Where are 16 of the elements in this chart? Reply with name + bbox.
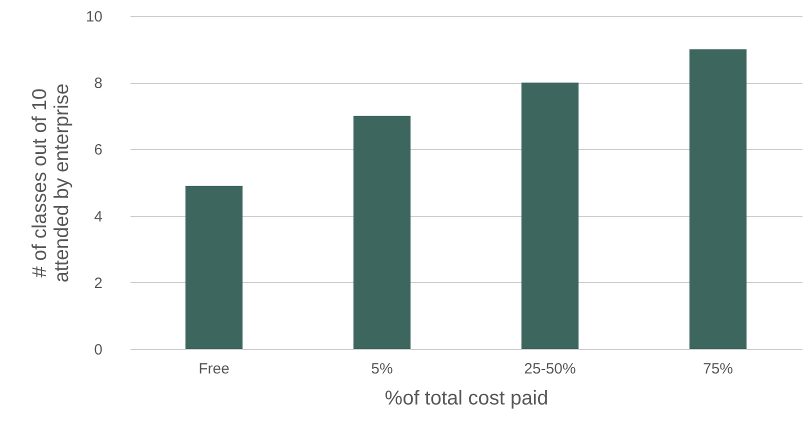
y-tick-label: 10: [86, 8, 102, 26]
bar: [521, 82, 579, 349]
bar: [353, 116, 411, 349]
y-tick-label: 0: [94, 342, 102, 358]
y-axis-title: # of classes out of 10 attended by enterprise: [28, 83, 73, 283]
x-tick-label: 5%: [371, 360, 393, 378]
x-tick-label: Free: [198, 360, 230, 378]
bar: [689, 49, 747, 349]
y-tick-label: 8: [94, 75, 102, 92]
y-tick-label: 6: [94, 142, 102, 159]
x-tick-label: 25-50%: [524, 360, 576, 378]
y-tick-label: 2: [94, 274, 102, 292]
x-axis-title: %of total cost paid: [384, 388, 548, 410]
x-tick-label: 75%: [702, 360, 734, 378]
bar: [185, 186, 243, 349]
y-tick-label: 4: [94, 208, 102, 226]
